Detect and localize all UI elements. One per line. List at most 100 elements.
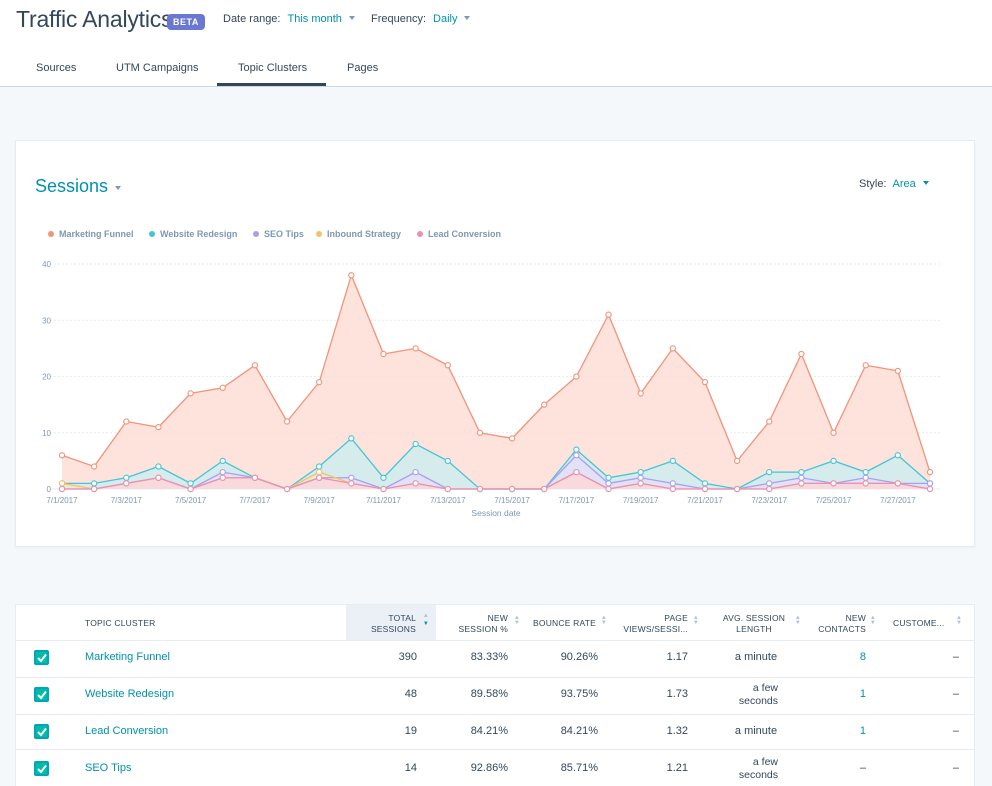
row-new-session-pct: 84.21% [470,725,508,737]
col-header-new-contacts[interactable]: NEW CONTACTS ▲ ▼ [788,605,876,640]
top-header: Traffic Analytics BETA Date range: This m… [0,0,992,87]
col-header-bounce-rate[interactable]: BOUNCE RATE ▲ ▼ [516,605,608,640]
row-cluster-link[interactable]: Website Redesign [85,688,175,700]
style-value[interactable]: Area [892,178,916,190]
row-checkbox[interactable] [34,724,49,739]
legend-label: Inbound Strategy [327,229,401,239]
date-range-filter[interactable]: Date range: This month [223,13,355,25]
col-header-topic-cluster[interactable]: TOPIC CLUSTER [85,618,156,628]
tab-pages[interactable]: Pages [347,62,379,74]
length-line: seconds [738,695,778,707]
sort-icon: ▲ ▼ [692,615,699,626]
data-point [605,480,612,487]
row-new-contacts[interactable]: 1 [859,725,866,737]
data-point [219,474,226,481]
legend-item-website-redesign[interactable]: Website Redesign [149,229,237,239]
legend-item-inbound-strategy[interactable]: Inbound Strategy [316,229,401,239]
length-line: a few [752,682,778,694]
legend-dot [253,231,259,237]
frequency-value[interactable]: Daily [433,13,458,25]
frequency-label: Frequency: [371,13,427,25]
data-point [348,272,355,279]
data-point [798,350,805,358]
row-cluster-link[interactable]: SEO Tips [85,762,132,774]
x-tick-label: 7/27/2017 [880,496,916,505]
active-tab-indicator [217,83,326,86]
row-checkbox[interactable] [34,761,49,776]
col-header-avg-session-length[interactable]: AVG. SESSION LENGTH ▲ ▼ [704,605,804,640]
data-point [444,485,451,493]
chevron-down-icon [464,16,471,20]
col-header-new-session-pct[interactable]: NEW SESSION % ▲ ▼ [436,605,526,640]
date-range-value[interactable]: This month [287,13,342,25]
data-point [541,401,548,408]
data-point [669,480,676,487]
row-checkbox[interactable] [34,650,49,665]
row-customers: – [952,762,959,774]
row-customers: – [952,651,959,663]
beta-badge: BETA [167,14,205,30]
row-avg-length: a few seconds [716,756,778,782]
row-cluster-link[interactable]: Marketing Funnel [85,651,170,663]
sessions-metric-dropdown[interactable]: Sessions [35,176,122,197]
data-point [155,463,162,470]
data-point [123,474,130,481]
data-point [58,485,66,493]
col-header-customers[interactable]: CUSTOME... ▲ ▼ [893,605,973,640]
data-point [573,468,580,476]
row-cluster-link[interactable]: Lead Conversion [85,725,169,737]
data-point [412,345,419,352]
data-point [90,480,98,487]
data-point [573,373,580,380]
data-point [894,452,902,459]
sort-icon: ▲ ▼ [869,615,876,626]
sessions-area-chart: 0 10 20 30 40 7/1/2017 7/3/2017 7/5/2017 7/7/201… [42,260,940,518]
frequency-filter[interactable]: Frequency: Daily [371,13,471,25]
row-sessions: 390 [398,651,417,663]
data-point [316,378,323,386]
legend-item-lead-conversion[interactable]: Lead Conversion [417,229,501,239]
data-point [605,485,612,493]
data-point [701,480,709,487]
tab-sources[interactable]: Sources [36,62,77,74]
row-new-session-pct: 89.58% [470,688,508,700]
data-point [444,362,451,369]
col-header-total-sessions[interactable]: TOTAL SESSIONS ▲ ▼ [346,605,436,640]
data-point [637,390,644,397]
row-checkbox[interactable] [34,687,49,702]
date-range-label: Date range: [223,13,281,25]
y-tick-label: 20 [42,373,51,382]
x-tick-label: 7/23/2017 [751,496,787,505]
legend-item-seo-tips[interactable]: SEO Tips [253,229,304,239]
data-point [444,457,451,465]
row-page-views: 1.17 [666,651,688,663]
tab-topic-clusters[interactable]: Topic Clusters [238,62,308,74]
data-point [251,362,259,369]
row-sessions: 14 [404,762,417,774]
row-new-contacts[interactable]: 8 [859,651,866,663]
legend-item-marketing-funnel[interactable]: Marketing Funnel [48,229,134,239]
x-tick-label: 7/5/2017 [175,496,207,505]
x-tick-label: 7/25/2017 [816,496,852,505]
legend-dot [149,231,155,237]
tab-utm-campaigns[interactable]: UTM Campaigns [116,62,199,74]
data-point [926,485,934,493]
data-point [573,446,580,453]
col-header-page-views[interactable]: PAGE VIEWS/SESSI... ▲ ▼ [608,605,699,640]
chevron-down-icon [115,186,122,190]
data-point [219,457,226,465]
data-point [669,345,676,352]
data-point [187,390,194,397]
data-point [412,480,419,487]
data-point [605,311,612,318]
series-area [62,472,930,489]
row-page-views: 1.32 [666,725,688,737]
data-point [830,480,837,487]
row-new-contacts[interactable]: 1 [859,688,866,700]
data-point [187,485,194,493]
row-bounce-rate: 84.21% [560,725,598,737]
checkmark-icon [37,653,47,663]
style-dropdown[interactable]: Style: Area [859,178,929,190]
legend-dot [316,231,322,237]
data-point [412,468,419,476]
